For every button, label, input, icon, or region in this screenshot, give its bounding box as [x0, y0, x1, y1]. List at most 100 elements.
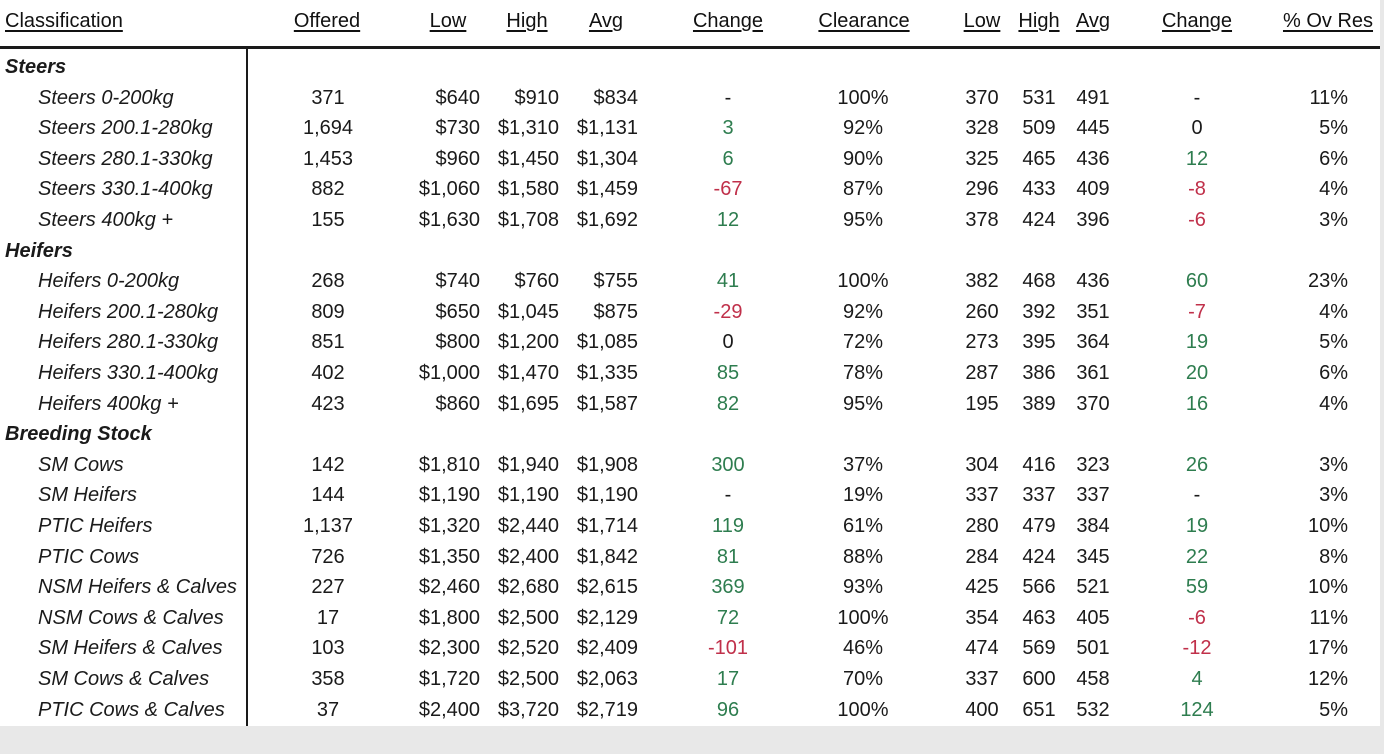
cell-low-ckg: 328 [965, 117, 999, 140]
cell-high: $1,190 [497, 484, 559, 507]
cell-high-ckg: 389 [1022, 392, 1056, 415]
cell-change-ckg: -12 [1182, 637, 1212, 660]
cell-high: $760 [514, 270, 560, 293]
group-label: Heifers [5, 239, 73, 262]
cell-low-ckg: 370 [965, 86, 999, 109]
cell-low: $730 [435, 117, 481, 140]
row-label: SM Heifers [38, 484, 137, 507]
cell-ov-res: 3% [1319, 453, 1348, 476]
cell-avg: $1,842 [576, 545, 638, 568]
cell-avg-ckg: 384 [1076, 515, 1110, 537]
row-label: Heifers 280.1-330kg [38, 331, 219, 354]
row-label: Steers 280.1-330kg [38, 147, 213, 170]
table-row: Steers 0-200kg 371 $640 $910 $834 - 100% 370 531… [0, 83, 1380, 113]
cell-low-ckg: 337 [965, 668, 999, 690]
cell-change-ckg: - [1193, 86, 1201, 109]
cell-avg: $1,131 [576, 117, 638, 140]
cell-avg: $1,335 [576, 362, 638, 384]
cell-offered: 227 [311, 576, 345, 599]
cell-avg: $2,129 [576, 606, 638, 629]
cell-low-ckg: 325 [965, 147, 999, 170]
cell-change-ckg: 19 [1185, 331, 1209, 354]
cell-clearance: 100% [837, 270, 889, 293]
cell-change-ckg: - [1193, 484, 1201, 507]
cell-avg: $834 [593, 86, 639, 109]
cell-offered: 402 [311, 362, 345, 384]
cell-change-ckg: 0 [1191, 117, 1203, 140]
cell-avg-ckg: 351 [1076, 300, 1110, 323]
cell-ov-res: 11% [1309, 606, 1348, 629]
table-row: PTIC Cows 726 $1,350 $2,400 $1,842 81 88% 284 42… [0, 542, 1380, 572]
cell-clearance: 72% [842, 331, 884, 354]
cell-change-ckg: 4 [1191, 668, 1203, 690]
cell-high: $2,520 [497, 637, 559, 660]
header-classification: Classification [5, 10, 123, 32]
table-row: Steers 200.1-280kg 1,694 $730 $1,310 $1,131 3… [0, 113, 1380, 143]
header-high: High [506, 10, 548, 32]
cell-avg-ckg: 364 [1076, 331, 1110, 354]
cell-low: $1,000 [418, 362, 480, 384]
cell-high-ckg: 337 [1022, 484, 1056, 507]
cell-offered: 851 [311, 331, 345, 354]
cell-clearance: 78% [842, 362, 884, 384]
cell-low-ckg: 400 [965, 698, 999, 721]
header-offered: Offered [293, 10, 361, 32]
header-change: Change [692, 10, 764, 32]
cell-change-ckg: 20 [1185, 362, 1209, 384]
cell-avg-ckg: 323 [1076, 453, 1110, 476]
group-label: Steers [5, 56, 67, 78]
cell-high: $1,045 [497, 300, 559, 323]
cell-clearance: 92% [842, 300, 884, 323]
cell-high: $1,450 [497, 147, 559, 170]
table-row: SM Heifers & Calves 103 $2,300 $2,520 $2,409… [0, 633, 1380, 663]
cell-change: 81 [716, 545, 740, 568]
column-divider [246, 49, 248, 726]
cell-ov-res: 4% [1319, 392, 1348, 415]
cell-clearance: 95% [842, 392, 884, 415]
cell-low: $2,300 [418, 637, 480, 660]
cell-clearance: 46% [842, 637, 884, 660]
cell-high: $1,470 [497, 362, 559, 384]
cell-change: 369 [711, 576, 745, 599]
cell-offered: 155 [311, 209, 345, 231]
table-row: Steers 280.1-330kg 1,453 $960 $1,450 $1,304 6… [0, 144, 1380, 174]
cell-high-ckg: 463 [1022, 606, 1056, 629]
cell-low: $2,460 [418, 576, 480, 599]
cell-avg-ckg: 370 [1076, 392, 1110, 415]
cell-change: -101 [707, 637, 749, 660]
cell-ov-res: 5% [1319, 117, 1348, 140]
cell-change-ckg: 59 [1185, 576, 1209, 599]
cell-avg: $2,063 [576, 668, 638, 690]
cell-avg-ckg: 345 [1076, 545, 1110, 568]
cell-offered: 423 [311, 392, 345, 415]
cell-avg: $2,719 [576, 698, 638, 721]
cell-change-ckg: 124 [1180, 698, 1214, 721]
cell-change-ckg: 26 [1185, 453, 1209, 476]
cell-offered: 1,694 [302, 117, 354, 140]
cell-change-ckg: -6 [1188, 606, 1206, 629]
table-row: Heifers 0-200kg 268 $740 $760 $755 41 100% 382 4… [0, 266, 1380, 296]
cell-low: $1,190 [418, 484, 480, 507]
cell-avg-ckg: 445 [1076, 117, 1110, 140]
cell-avg-ckg: 361 [1076, 362, 1110, 384]
cell-clearance: 95% [842, 209, 884, 231]
cell-high: $910 [514, 86, 560, 109]
header-divider [0, 46, 1380, 49]
row-label: SM Cows [38, 453, 124, 476]
cell-ov-res: 4% [1319, 300, 1348, 323]
cell-low-ckg: 284 [965, 545, 999, 568]
cell-clearance: 37% [842, 453, 884, 476]
row-label: SM Heifers & Calves [38, 637, 223, 660]
cell-offered: 358 [311, 668, 345, 690]
cell-high-ckg: 424 [1022, 209, 1056, 231]
cell-avg: $875 [593, 300, 639, 323]
cell-low: $650 [435, 300, 481, 323]
cell-clearance: 100% [837, 698, 889, 721]
cell-change-ckg: -7 [1188, 300, 1206, 323]
table-row: NSM Cows & Calves 17 $1,800 $2,500 $2,129 72 1… [0, 603, 1380, 633]
cell-low-ckg: 260 [965, 300, 999, 323]
cell-low: $640 [435, 86, 481, 109]
cell-clearance: 70% [842, 668, 884, 690]
cell-low: $960 [435, 147, 481, 170]
cell-low: $1,350 [418, 545, 480, 568]
